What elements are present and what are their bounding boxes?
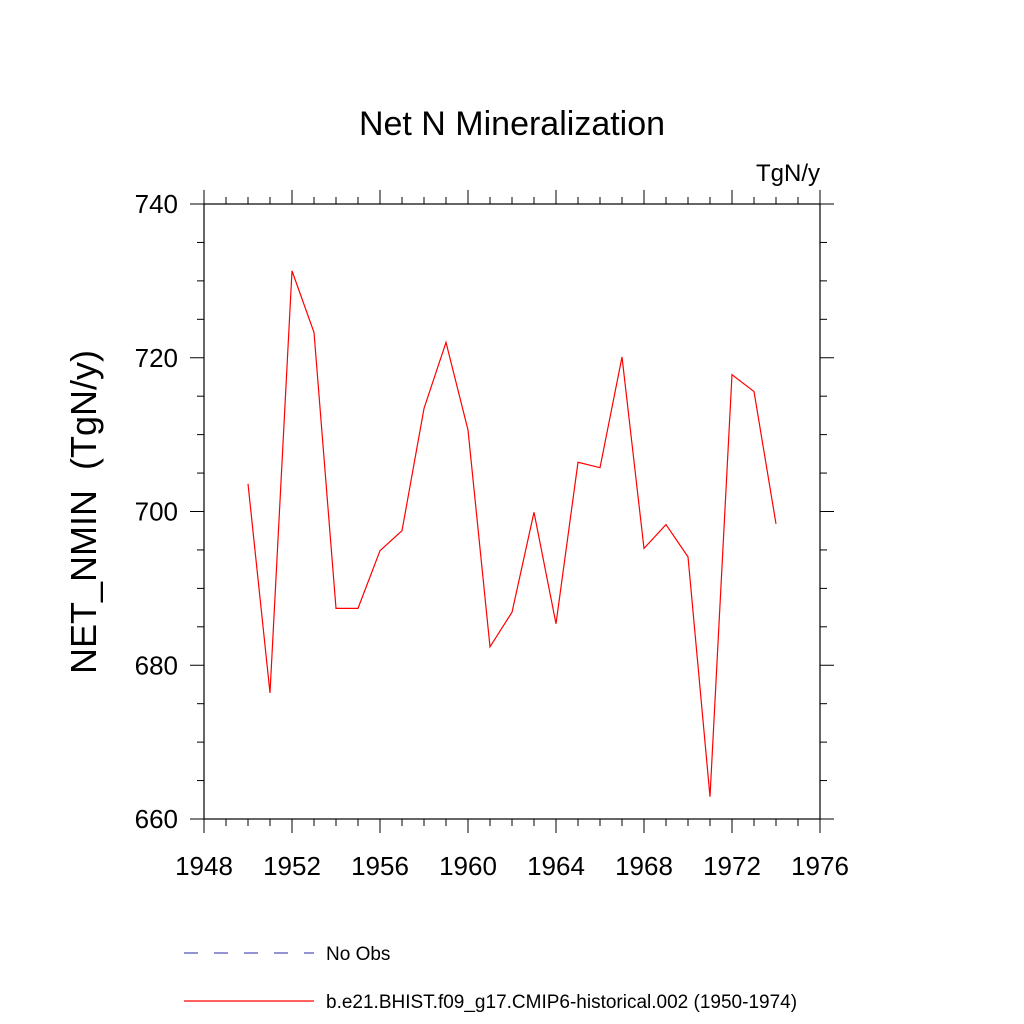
y-tick-label: 740	[135, 189, 178, 219]
series-line	[247, 270, 777, 797]
x-tick-label: 1956	[351, 851, 409, 881]
x-tick-label: 1976	[791, 851, 849, 881]
y-tick-label: 680	[135, 650, 178, 680]
x-tick-label: 1972	[703, 851, 761, 881]
plot-area: 1948 1952 1956 1960 1964 1968 1972 1976 660 680 70…	[135, 189, 849, 881]
chart-title: Net N Mineralization	[359, 105, 665, 143]
y-tick-label: 720	[135, 343, 178, 373]
legend-label: b.e21.BHIST.f09_g17.CMIP6-historical.002…	[326, 992, 797, 1013]
y-tick-label: 660	[135, 804, 178, 834]
y-axis-label: NET_NMIN (TgN/y)	[63, 350, 104, 674]
x-tick-label: 1968	[615, 851, 673, 881]
x-tick-label: 1964	[527, 851, 585, 881]
x-tick-label: 1960	[439, 851, 497, 881]
legend-label: No Obs	[326, 944, 390, 965]
legend: No Obs b.e21.BHIST.f09_g17.CMIP6-historic…	[184, 944, 797, 1013]
units-label: TgN/y	[756, 160, 820, 187]
x-tick-label: 1952	[263, 851, 321, 881]
y-tick-label: 700	[135, 497, 178, 527]
plot-frame	[203, 203, 821, 820]
x-tick-label: 1948	[175, 851, 233, 881]
